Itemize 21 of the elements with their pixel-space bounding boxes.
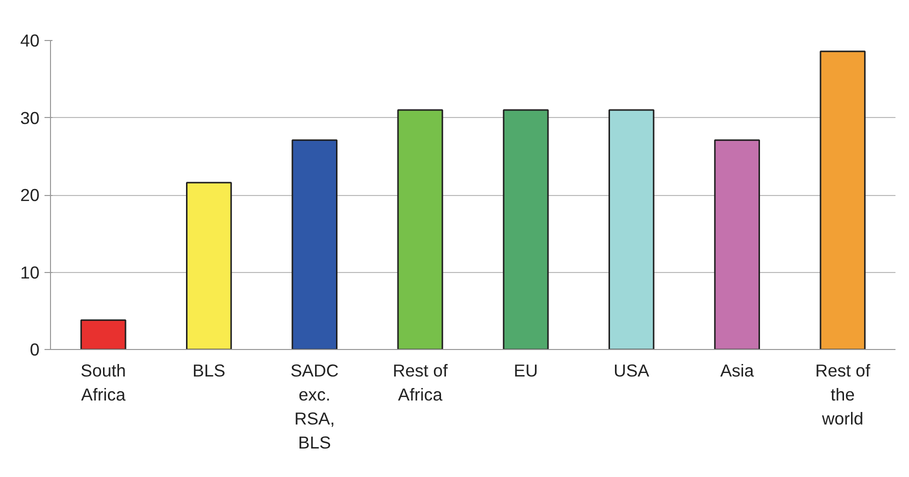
x-tick-label: South Africa <box>80 360 126 404</box>
x-tick-label: Rest of Africa <box>392 360 448 404</box>
y-tick-label: 10 <box>20 262 40 282</box>
x-tick-label: Rest of the world <box>815 360 870 428</box>
bar <box>80 319 126 350</box>
x-tick-label: EU <box>514 360 538 380</box>
bar <box>186 182 232 350</box>
y-tick-label: 0 <box>30 340 40 360</box>
bar <box>502 109 549 350</box>
y-tick-label: 40 <box>20 30 40 50</box>
x-tick-label: BLS <box>192 360 226 380</box>
bar <box>292 139 338 350</box>
x-tick-label: Asia <box>720 360 754 380</box>
bar <box>608 109 654 350</box>
x-tick-label: SADC exc. RSA, BLS <box>290 360 339 452</box>
y-tick-label: 20 <box>20 185 40 205</box>
y-tick-label: 30 <box>20 108 40 128</box>
bar <box>397 109 444 350</box>
x-tick-label: USA <box>614 360 650 380</box>
bar <box>820 50 866 350</box>
bar <box>714 139 760 350</box>
